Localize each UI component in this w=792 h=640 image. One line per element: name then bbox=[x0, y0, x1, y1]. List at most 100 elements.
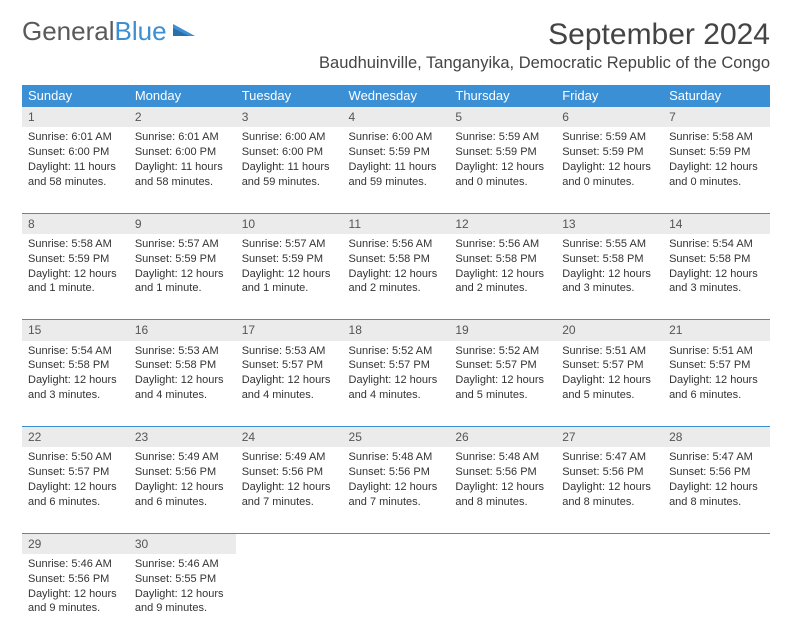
sunset-text: Sunset: 5:58 PM bbox=[28, 358, 123, 373]
sunset-text: Sunset: 5:59 PM bbox=[242, 252, 337, 267]
sunset-text: Sunset: 5:56 PM bbox=[135, 465, 230, 480]
sunrise-text: Sunrise: 5:51 AM bbox=[669, 344, 764, 359]
day-content-cell: Sunrise: 5:51 AMSunset: 5:57 PMDaylight:… bbox=[663, 341, 770, 427]
day-number-cell: 5 bbox=[449, 107, 556, 128]
day-number-cell: 27 bbox=[556, 427, 663, 448]
sunrise-text: Sunrise: 5:52 AM bbox=[455, 344, 550, 359]
sunrise-text: Sunrise: 5:59 AM bbox=[455, 130, 550, 145]
day-content-cell: Sunrise: 5:52 AMSunset: 5:57 PMDaylight:… bbox=[449, 341, 556, 427]
sunset-text: Sunset: 5:57 PM bbox=[349, 358, 444, 373]
sunset-text: Sunset: 5:58 PM bbox=[349, 252, 444, 267]
daylight-text: Daylight: 12 hours and 3 minutes. bbox=[562, 267, 657, 297]
sunset-text: Sunset: 5:59 PM bbox=[349, 145, 444, 160]
sunset-text: Sunset: 5:56 PM bbox=[562, 465, 657, 480]
day-content-cell: Sunrise: 6:00 AMSunset: 5:59 PMDaylight:… bbox=[343, 127, 450, 213]
sunrise-text: Sunrise: 5:54 AM bbox=[28, 344, 123, 359]
sunrise-text: Sunrise: 6:01 AM bbox=[28, 130, 123, 145]
daylight-text: Daylight: 12 hours and 3 minutes. bbox=[28, 373, 123, 403]
day-content-cell: Sunrise: 5:53 AMSunset: 5:58 PMDaylight:… bbox=[129, 341, 236, 427]
daylight-text: Daylight: 12 hours and 2 minutes. bbox=[349, 267, 444, 297]
daynum-row: 15161718192021 bbox=[22, 320, 770, 341]
daylight-text: Daylight: 12 hours and 4 minutes. bbox=[135, 373, 230, 403]
daylight-text: Daylight: 12 hours and 6 minutes. bbox=[28, 480, 123, 510]
day-number-cell bbox=[556, 533, 663, 554]
day-number-cell: 20 bbox=[556, 320, 663, 341]
sunrise-text: Sunrise: 5:47 AM bbox=[669, 450, 764, 465]
sunset-text: Sunset: 5:58 PM bbox=[135, 358, 230, 373]
sunset-text: Sunset: 5:59 PM bbox=[455, 145, 550, 160]
daylight-text: Daylight: 12 hours and 4 minutes. bbox=[242, 373, 337, 403]
calendar-body: 1234567Sunrise: 6:01 AMSunset: 6:00 PMDa… bbox=[22, 107, 770, 640]
daylight-text: Daylight: 12 hours and 0 minutes. bbox=[455, 160, 550, 190]
day-content-cell bbox=[556, 554, 663, 640]
daylight-text: Daylight: 12 hours and 2 minutes. bbox=[455, 267, 550, 297]
day-content-cell: Sunrise: 5:57 AMSunset: 5:59 PMDaylight:… bbox=[236, 234, 343, 320]
week-row: Sunrise: 5:50 AMSunset: 5:57 PMDaylight:… bbox=[22, 447, 770, 533]
day-number-cell: 21 bbox=[663, 320, 770, 341]
sunset-text: Sunset: 5:57 PM bbox=[242, 358, 337, 373]
daylight-text: Daylight: 12 hours and 8 minutes. bbox=[455, 480, 550, 510]
day-content-cell: Sunrise: 5:48 AMSunset: 5:56 PMDaylight:… bbox=[343, 447, 450, 533]
day-number-cell: 30 bbox=[129, 533, 236, 554]
day-number-cell: 14 bbox=[663, 213, 770, 234]
location-subtitle: Baudhuinville, Tanganyika, Democratic Re… bbox=[319, 54, 770, 73]
sunrise-text: Sunrise: 5:48 AM bbox=[455, 450, 550, 465]
daylight-text: Daylight: 12 hours and 0 minutes. bbox=[669, 160, 764, 190]
weekday-header: Saturday bbox=[663, 85, 770, 107]
day-content-cell: Sunrise: 5:56 AMSunset: 5:58 PMDaylight:… bbox=[343, 234, 450, 320]
day-number-cell: 11 bbox=[343, 213, 450, 234]
daylight-text: Daylight: 12 hours and 1 minute. bbox=[135, 267, 230, 297]
day-number-cell: 17 bbox=[236, 320, 343, 341]
sunrise-text: Sunrise: 6:00 AM bbox=[349, 130, 444, 145]
sunset-text: Sunset: 5:59 PM bbox=[669, 145, 764, 160]
sunset-text: Sunset: 5:56 PM bbox=[455, 465, 550, 480]
sunset-text: Sunset: 5:55 PM bbox=[135, 572, 230, 587]
daylight-text: Daylight: 11 hours and 58 minutes. bbox=[28, 160, 123, 190]
day-content-cell: Sunrise: 5:55 AMSunset: 5:58 PMDaylight:… bbox=[556, 234, 663, 320]
day-content-cell: Sunrise: 5:52 AMSunset: 5:57 PMDaylight:… bbox=[343, 341, 450, 427]
day-content-cell: Sunrise: 5:57 AMSunset: 5:59 PMDaylight:… bbox=[129, 234, 236, 320]
daynum-row: 1234567 bbox=[22, 107, 770, 128]
day-number-cell: 6 bbox=[556, 107, 663, 128]
brand-part2: Blue bbox=[115, 18, 167, 44]
sunset-text: Sunset: 5:58 PM bbox=[562, 252, 657, 267]
sunset-text: Sunset: 5:57 PM bbox=[455, 358, 550, 373]
week-row: Sunrise: 5:54 AMSunset: 5:58 PMDaylight:… bbox=[22, 341, 770, 427]
day-number-cell: 28 bbox=[663, 427, 770, 448]
daylight-text: Daylight: 12 hours and 5 minutes. bbox=[455, 373, 550, 403]
sunset-text: Sunset: 5:59 PM bbox=[135, 252, 230, 267]
sunrise-text: Sunrise: 5:47 AM bbox=[562, 450, 657, 465]
sunrise-text: Sunrise: 5:51 AM bbox=[562, 344, 657, 359]
sunrise-text: Sunrise: 5:57 AM bbox=[242, 237, 337, 252]
daylight-text: Daylight: 12 hours and 5 minutes. bbox=[562, 373, 657, 403]
day-number-cell: 2 bbox=[129, 107, 236, 128]
day-content-cell: Sunrise: 5:53 AMSunset: 5:57 PMDaylight:… bbox=[236, 341, 343, 427]
day-number-cell: 29 bbox=[22, 533, 129, 554]
day-content-cell: Sunrise: 5:47 AMSunset: 5:56 PMDaylight:… bbox=[556, 447, 663, 533]
sunset-text: Sunset: 5:56 PM bbox=[28, 572, 123, 587]
day-content-cell: Sunrise: 6:00 AMSunset: 6:00 PMDaylight:… bbox=[236, 127, 343, 213]
week-row: Sunrise: 5:46 AMSunset: 5:56 PMDaylight:… bbox=[22, 554, 770, 640]
day-content-cell: Sunrise: 5:46 AMSunset: 5:55 PMDaylight:… bbox=[129, 554, 236, 640]
sunset-text: Sunset: 6:00 PM bbox=[242, 145, 337, 160]
sunrise-text: Sunrise: 5:54 AM bbox=[669, 237, 764, 252]
sunrise-text: Sunrise: 5:53 AM bbox=[242, 344, 337, 359]
day-content-cell: Sunrise: 5:51 AMSunset: 5:57 PMDaylight:… bbox=[556, 341, 663, 427]
sunset-text: Sunset: 5:59 PM bbox=[562, 145, 657, 160]
day-content-cell: Sunrise: 5:59 AMSunset: 5:59 PMDaylight:… bbox=[449, 127, 556, 213]
sunrise-text: Sunrise: 5:48 AM bbox=[349, 450, 444, 465]
day-content-cell bbox=[236, 554, 343, 640]
week-row: Sunrise: 6:01 AMSunset: 6:00 PMDaylight:… bbox=[22, 127, 770, 213]
day-content-cell: Sunrise: 5:49 AMSunset: 5:56 PMDaylight:… bbox=[129, 447, 236, 533]
sunset-text: Sunset: 6:00 PM bbox=[28, 145, 123, 160]
day-content-cell: Sunrise: 6:01 AMSunset: 6:00 PMDaylight:… bbox=[22, 127, 129, 213]
sunrise-text: Sunrise: 5:59 AM bbox=[562, 130, 657, 145]
weekday-header: Monday bbox=[129, 85, 236, 107]
sunrise-text: Sunrise: 5:56 AM bbox=[455, 237, 550, 252]
day-content-cell: Sunrise: 5:59 AMSunset: 5:59 PMDaylight:… bbox=[556, 127, 663, 213]
weekday-header: Sunday bbox=[22, 85, 129, 107]
day-content-cell: Sunrise: 5:48 AMSunset: 5:56 PMDaylight:… bbox=[449, 447, 556, 533]
day-number-cell: 9 bbox=[129, 213, 236, 234]
sunrise-text: Sunrise: 5:46 AM bbox=[135, 557, 230, 572]
sunrise-text: Sunrise: 5:49 AM bbox=[242, 450, 337, 465]
